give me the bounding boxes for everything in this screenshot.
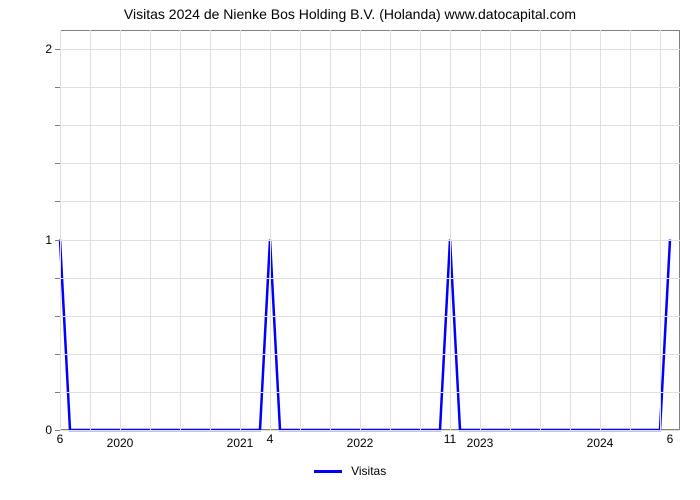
grid-hline	[60, 125, 680, 126]
x-tick-label: 2023	[467, 436, 494, 450]
x-tick-label: 2021	[227, 436, 254, 450]
grid-vline	[630, 30, 631, 430]
x-tick-label: 2024	[587, 436, 614, 450]
legend-swatch	[314, 470, 342, 473]
y-minor-tick	[55, 392, 60, 393]
grid-hline	[60, 87, 680, 88]
grid-vline	[420, 30, 421, 430]
grid-vline	[660, 30, 661, 430]
chart-title: Visitas 2024 de Nienke Bos Holding B.V. …	[0, 6, 700, 22]
grid-vline	[210, 30, 211, 430]
y-minor-tick	[55, 87, 60, 88]
grid-vline	[540, 30, 541, 430]
grid-vline	[300, 30, 301, 430]
y-minor-tick	[55, 49, 60, 50]
axis-border	[60, 30, 680, 430]
grid-vline	[270, 30, 271, 430]
grid-hline	[60, 392, 680, 393]
grid-vline	[390, 30, 391, 430]
grid-hline	[60, 354, 680, 355]
y-minor-tick	[55, 278, 60, 279]
grid-vline	[570, 30, 571, 430]
legend: Visitas	[0, 464, 700, 478]
grid-vline	[480, 30, 481, 430]
y-minor-tick	[55, 163, 60, 164]
plot-area	[60, 30, 680, 430]
grid-vline	[180, 30, 181, 430]
data-annotation: 6	[57, 432, 64, 446]
data-annotation: 4	[267, 432, 274, 446]
y-minor-tick	[55, 430, 60, 431]
y-tick-label: 1	[30, 233, 52, 247]
grid-vline	[330, 30, 331, 430]
grid-vline	[360, 30, 361, 430]
chart-container: Visitas 2024 de Nienke Bos Holding B.V. …	[0, 0, 700, 500]
grid-hline	[60, 430, 680, 431]
grid-hline	[60, 240, 680, 241]
y-tick-label: 2	[30, 42, 52, 56]
grid-hline	[60, 278, 680, 279]
x-tick-label: 2022	[347, 436, 374, 450]
grid-hline	[60, 163, 680, 164]
grid-hline	[60, 201, 680, 202]
grid-vline	[120, 30, 121, 430]
grid-vline	[450, 30, 451, 430]
x-tick-label: 2020	[107, 436, 134, 450]
grid-vline	[600, 30, 601, 430]
grid-vline	[150, 30, 151, 430]
y-minor-tick	[55, 201, 60, 202]
y-minor-tick	[55, 316, 60, 317]
y-minor-tick	[55, 240, 60, 241]
data-annotation: 6	[667, 432, 674, 446]
y-tick-label: 0	[30, 423, 52, 437]
legend-label: Visitas	[351, 464, 386, 478]
y-minor-tick	[55, 354, 60, 355]
grid-vline	[240, 30, 241, 430]
grid-hline	[60, 49, 680, 50]
y-minor-tick	[55, 125, 60, 126]
grid-vline	[510, 30, 511, 430]
grid-vline	[60, 30, 61, 430]
data-annotation: 11	[444, 432, 456, 446]
grid-vline	[90, 30, 91, 430]
series-line	[60, 30, 680, 430]
grid-hline	[60, 316, 680, 317]
